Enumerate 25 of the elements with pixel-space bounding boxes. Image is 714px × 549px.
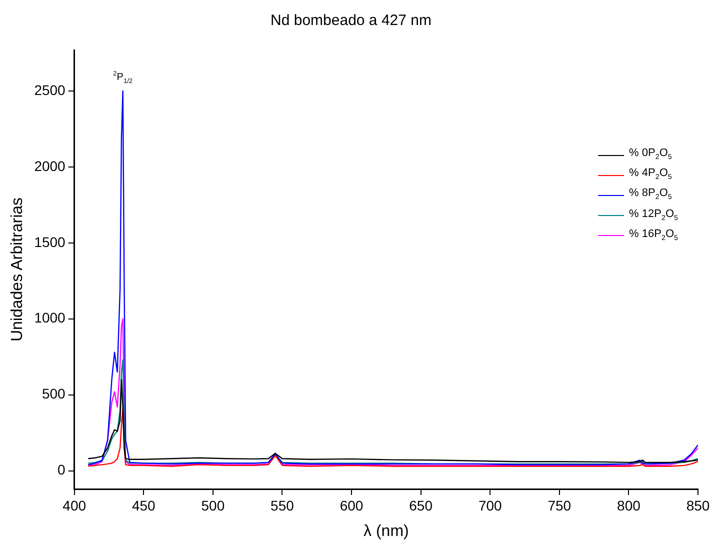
x-tick-label: 650 <box>409 497 433 514</box>
x-tick-label: 550 <box>270 497 294 514</box>
y-tick-label: 0 <box>58 462 66 478</box>
legend-label: % 8P$_{2}$O$_{5}$ <box>629 186 672 204</box>
y-tick-label: 2500 <box>34 82 66 98</box>
y-tick-label: 1500 <box>34 234 66 250</box>
x-tick-label: 500 <box>201 497 225 514</box>
x-tick-label: 800 <box>617 497 641 514</box>
x-tick-label: 700 <box>478 497 502 514</box>
x-axis-title: λ (nm) <box>364 522 409 540</box>
chart-title: Nd bombeado a 427 nm <box>270 12 432 30</box>
legend-label: % 12P$_{2}$O$_{5}$ <box>629 206 678 224</box>
y-tick-label: 500 <box>42 386 66 402</box>
x-tick-label: 600 <box>340 497 364 514</box>
legend-label: % 16P$_{2}$O$_{5}$ <box>629 226 678 244</box>
x-tick-label: 400 <box>62 497 86 514</box>
y-tick-label: 2000 <box>34 158 66 174</box>
y-axis-title: Unidades Arbitrarias <box>9 197 26 342</box>
x-tick-label: 450 <box>132 497 156 514</box>
x-tick-label: 750 <box>548 497 572 514</box>
x-tick-label: 850 <box>686 497 710 514</box>
annotation: $^{2}$P$_{1/2}$ <box>113 70 133 85</box>
legend-label: % 0P$_{2}$O$_{5}$ <box>629 146 672 164</box>
y-tick-label: 1000 <box>34 310 66 326</box>
legend-label: % 4P$_{2}$O$_{5}$ <box>629 166 672 184</box>
